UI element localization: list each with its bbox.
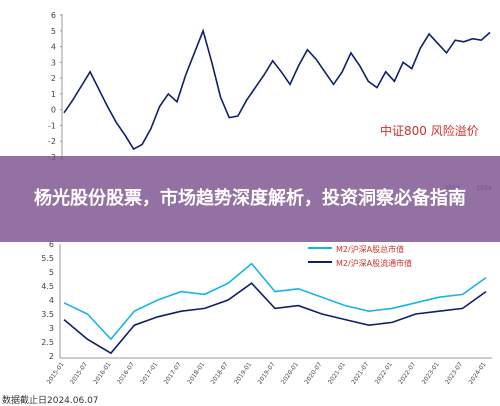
bottom-y-tick-label: 2 <box>49 352 54 361</box>
legend-label: M2/沪深A股流通市值 <box>336 258 412 268</box>
top-y-tick-label: 5 <box>51 27 56 36</box>
m2-float-mcap-line <box>63 282 487 355</box>
bottom-x-tick-label: 2015-01 <box>46 361 66 386</box>
top-y-tick-label: 0 <box>51 106 56 115</box>
bottom-x-tick-label: 2017-01 <box>139 361 159 386</box>
bottom-m2-ratio-chart: 65.554.543.532.52 2015-01 2015-07 2016-01 2… <box>41 240 492 386</box>
risk-premium-line <box>63 28 491 151</box>
bottom-x-tick-label: 2020-01 <box>280 361 300 386</box>
bottom-y-tick-label: 5.5 <box>41 254 54 263</box>
bottom-y-tick-label: 5 <box>49 268 54 277</box>
bottom-x-tick-label: 2016-01 <box>92 361 112 386</box>
bottom-legend: M2/沪深A股总市值 M2/沪深A股流通市值 <box>308 244 412 268</box>
headline-banner: 杨光股份股票，市场趋势深度解析，投资洞察必备指南 <box>0 156 500 242</box>
top-y-tick-label: 3 <box>51 58 56 67</box>
bottom-x-tick-label: 2021-01 <box>327 361 347 386</box>
m2-total-mcap-line <box>63 262 487 341</box>
bottom-x-tick-label: 2022-07 <box>397 361 417 386</box>
top-y-tick-label: -2 <box>48 137 56 146</box>
top-y-tick-label: 1 <box>51 90 56 99</box>
bottom-x-tick-label: 2024-01 <box>468 361 488 386</box>
top-y-tick-label: 6 <box>51 11 56 20</box>
headline-title: 杨光股份股票，市场趋势深度解析，投资洞察必备指南 <box>34 188 466 209</box>
top-y-tick-label: -1 <box>48 121 56 130</box>
bottom-y-tick-label: 3 <box>49 324 54 333</box>
bottom-x-tick-label: 2015-07 <box>69 361 89 386</box>
bottom-x-tick-label: 2021-07 <box>350 361 370 386</box>
bottom-x-tick-label: 2018-01 <box>186 361 206 386</box>
bottom-x-tick-label: 2016-07 <box>116 361 136 386</box>
bottom-x-tick-label: 2019-01 <box>233 361 253 386</box>
bottom-y-tick-label: 4.5 <box>41 282 54 291</box>
bottom-y-tick-label: 3.5 <box>41 310 54 319</box>
bottom-x-tick-label: 2017-07 <box>163 361 183 386</box>
data-cutoff-note: 数据截止日2024.06.07 <box>2 396 99 406</box>
bottom-x-tick-label: 2019-07 <box>257 361 277 386</box>
bottom-x-tick-label: 2023-07 <box>444 361 464 386</box>
bottom-y-tick-label: 6 <box>49 240 54 249</box>
bottom-y-tick-label: 4 <box>49 296 54 305</box>
top-legend-label: 中证800 风险溢价 <box>380 123 479 138</box>
top-y-tick-label: 4 <box>51 43 56 52</box>
bottom-y-tick-label: 2.5 <box>41 338 54 347</box>
bottom-x-tick-label: 2020-07 <box>303 361 323 386</box>
top-y-tick-label: 2 <box>51 74 56 83</box>
legend-label: M2/沪深A股总市值 <box>336 244 404 254</box>
bottom-x-tick-label: 2018-07 <box>210 361 230 386</box>
bottom-x-tick-label: 2023-01 <box>421 361 441 386</box>
bottom-x-tick-label: 2022-01 <box>374 361 394 386</box>
